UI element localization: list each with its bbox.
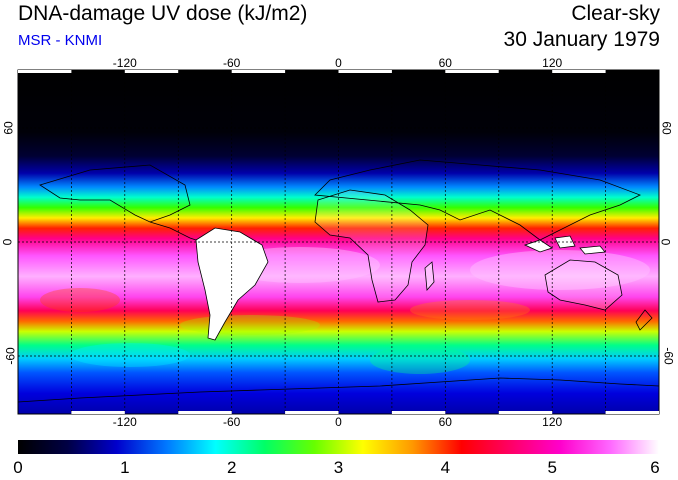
- colorbar-label: 6: [650, 458, 660, 477]
- colorbar-label: 5: [547, 458, 557, 477]
- lon-tick-bottom: 120: [542, 415, 563, 429]
- colorbar-label: 1: [120, 458, 130, 477]
- graticule: [18, 70, 659, 414]
- lon-tick-top: -60: [223, 56, 241, 70]
- map-title: DNA-damage UV dose (kJ/m2): [18, 2, 308, 25]
- lon-tick-top: -120: [112, 56, 137, 70]
- colorbar-label: 2: [226, 458, 237, 477]
- date-label: 30 January 1979: [503, 28, 660, 51]
- lat-tick-right: 0: [658, 238, 673, 246]
- lon-tick-bottom: 60: [438, 415, 452, 429]
- lat-tick-right: -60: [661, 347, 676, 365]
- colorbar-label: 4: [440, 458, 451, 477]
- lon-tick-top: 0: [335, 56, 342, 70]
- lat-tick-right: 60: [659, 121, 674, 135]
- lat-tick-left: -60: [3, 347, 18, 365]
- lon-tick-top: 120: [542, 56, 563, 70]
- sky-condition-label: Clear-sky: [571, 2, 660, 25]
- colorbar-label: 3: [333, 458, 344, 477]
- source-label: MSR - KNMI: [18, 32, 103, 49]
- lon-tick-bottom: 0: [335, 415, 342, 429]
- lat-tick-left: 0: [0, 238, 15, 246]
- lat-tick-left: 60: [1, 121, 16, 135]
- lon-tick-bottom: -60: [223, 415, 241, 429]
- lon-tick-top: 60: [438, 56, 452, 70]
- colorbar: [18, 440, 659, 454]
- colorbar-label: 0: [13, 458, 23, 477]
- map-frame: [17, 69, 660, 415]
- lon-tick-bottom: -120: [112, 415, 137, 429]
